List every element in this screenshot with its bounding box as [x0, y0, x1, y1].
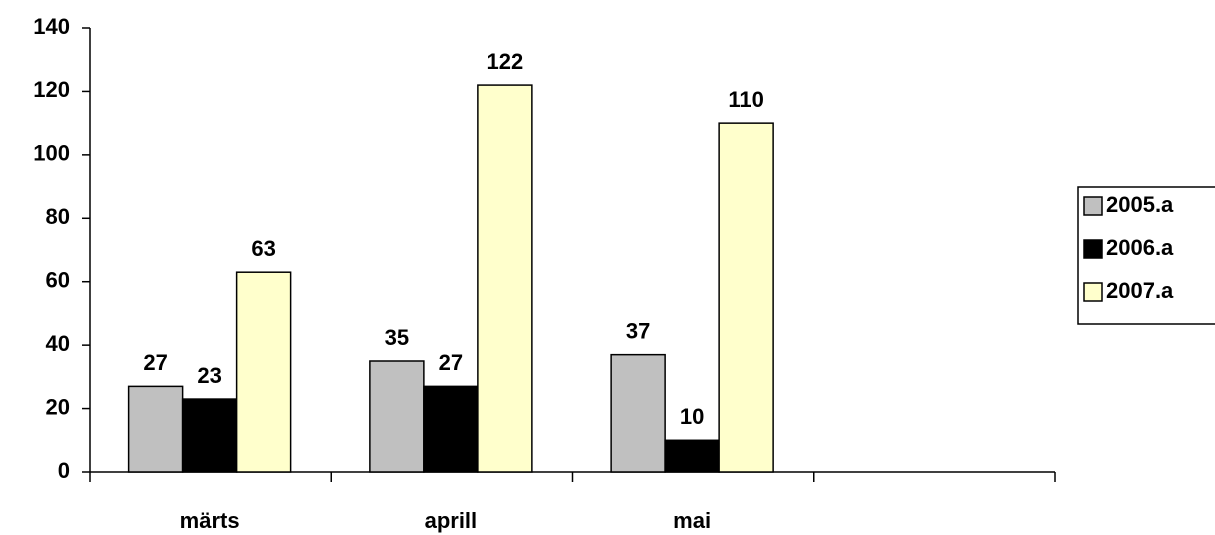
legend-label: 2006.a	[1106, 235, 1174, 260]
legend-label: 2007.a	[1106, 278, 1174, 303]
x-tick-label: mai	[673, 508, 711, 533]
data-label: 27	[143, 350, 167, 375]
y-tick-label: 40	[46, 331, 70, 356]
data-label: 122	[487, 49, 524, 74]
bar	[235, 271, 292, 473]
x-tick-label: aprill	[425, 508, 478, 533]
bar	[664, 439, 720, 473]
data-label: 27	[439, 350, 463, 375]
legend-swatch	[1083, 196, 1103, 216]
bar	[610, 353, 666, 473]
data-label: 10	[680, 404, 704, 429]
data-label: 63	[251, 236, 275, 261]
bar	[477, 84, 533, 473]
x-tick-label: märts	[180, 508, 240, 533]
y-tick-label: 140	[33, 14, 70, 39]
data-label: 110	[728, 87, 764, 112]
data-label: 23	[197, 363, 221, 388]
bar	[127, 385, 184, 473]
y-tick-label: 80	[46, 204, 70, 229]
bar	[181, 398, 238, 473]
bar	[369, 360, 425, 473]
data-label: 37	[626, 318, 650, 343]
bar	[718, 122, 774, 473]
legend-swatch	[1083, 239, 1103, 259]
y-tick-label: 100	[33, 141, 70, 166]
legend-swatch	[1083, 282, 1103, 302]
bar	[423, 385, 479, 473]
data-label: 35	[385, 325, 409, 350]
y-tick-label: 0	[58, 458, 70, 483]
y-tick-label: 60	[46, 268, 70, 293]
y-tick-label: 20	[46, 394, 70, 419]
y-tick-label: 120	[33, 77, 70, 102]
legend-label: 2005.a	[1106, 192, 1174, 217]
